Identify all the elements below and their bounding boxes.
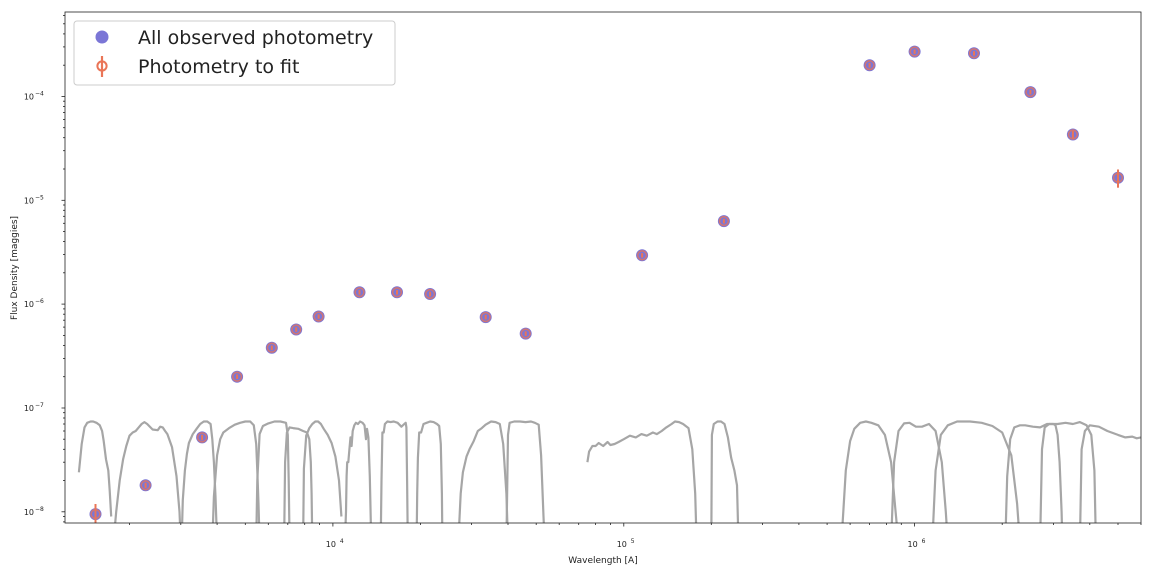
- fit-point: [718, 215, 730, 227]
- filter-curve-pacs70: [841, 420, 898, 523]
- y-tick-label: 10: [24, 92, 34, 101]
- y-tick-label: 10: [24, 300, 34, 309]
- filter-curve-spire500: [1079, 424, 1141, 523]
- fit-point: [140, 480, 151, 491]
- fit-point: [231, 371, 243, 382]
- legend-marker-observed: [95, 30, 109, 44]
- fit-point: [424, 288, 436, 300]
- fit-point: [1025, 86, 1036, 98]
- fit-point: [864, 59, 875, 71]
- y-tick-exponent: −6: [35, 298, 44, 305]
- data-points: [89, 45, 1124, 523]
- filter-curve-w3: [586, 420, 698, 523]
- y-axis-label: Flux Density [maggies]: [10, 216, 20, 320]
- filter-curve-w4: [710, 420, 740, 523]
- filter-curve-g: [211, 420, 261, 523]
- filter-curve-w1: [458, 420, 509, 523]
- y-tick-label: 10: [24, 508, 34, 517]
- filter-curve-spire250: [1004, 422, 1063, 523]
- legend: All observed photometry Photometry to fi…: [73, 20, 396, 86]
- filter-curve-pacs160: [932, 420, 1020, 523]
- fit-point: [909, 46, 920, 57]
- x-tick-exponent: 4: [340, 538, 344, 545]
- y-tick-exponent: −7: [35, 402, 44, 409]
- fit-point: [391, 287, 403, 298]
- filter-curve-j: [344, 420, 372, 523]
- filter-curve-i: [283, 426, 314, 523]
- fit-point: [291, 324, 302, 335]
- filter-curves: [77, 420, 1141, 523]
- fit-point: [480, 311, 491, 323]
- fit-point: [313, 311, 324, 322]
- fit-point: [520, 328, 531, 339]
- filter-curve-spire350: [1039, 421, 1097, 523]
- fit-point: [1112, 172, 1124, 183]
- fit-point: [196, 432, 208, 443]
- legend-label-fit: Photometry to fit: [138, 56, 299, 78]
- fit-point: [90, 508, 101, 520]
- filter-curve-nuv: [114, 421, 182, 523]
- legend-frame: [73, 20, 396, 86]
- filter-curve-u: [181, 420, 218, 523]
- filter-curve-ks: [415, 420, 444, 523]
- y-tick-label: 10: [24, 196, 34, 205]
- x-tick-exponent: 5: [631, 538, 635, 545]
- filter-curve-h: [379, 420, 409, 523]
- y-tick-exponent: −8: [35, 506, 44, 513]
- fit-point: [266, 342, 277, 353]
- filter-curve-fuv: [77, 420, 113, 517]
- filter-curve-pacs100: [890, 421, 948, 523]
- fit-point: [1067, 129, 1079, 140]
- fit-point: [968, 48, 980, 59]
- filter-curve-r: [255, 420, 291, 523]
- legend-marker-fit: [96, 60, 108, 72]
- legend-label-observed: All observed photometry: [138, 27, 373, 49]
- filter-curve-z: [302, 420, 343, 523]
- x-axis-label: Wavelength [A]: [568, 556, 637, 566]
- filter-curve-w2: [505, 420, 545, 523]
- x-tick-label: 10: [617, 540, 627, 549]
- fit-point: [354, 287, 365, 298]
- plot-frame: [64, 11, 1142, 524]
- x-axis: 10 4 10 5 10 6: [129, 523, 1142, 549]
- x-tick-label: 10: [326, 540, 336, 549]
- y-tick-exponent: −4: [35, 90, 44, 97]
- fit-point: [636, 250, 648, 261]
- y-tick-label: 10: [24, 404, 34, 413]
- y-axis: 10−810−710−610−510−4: [24, 15, 65, 523]
- x-tick-exponent: 6: [922, 538, 926, 545]
- x-tick-label: 10: [908, 540, 918, 549]
- y-tick-exponent: −5: [35, 194, 44, 201]
